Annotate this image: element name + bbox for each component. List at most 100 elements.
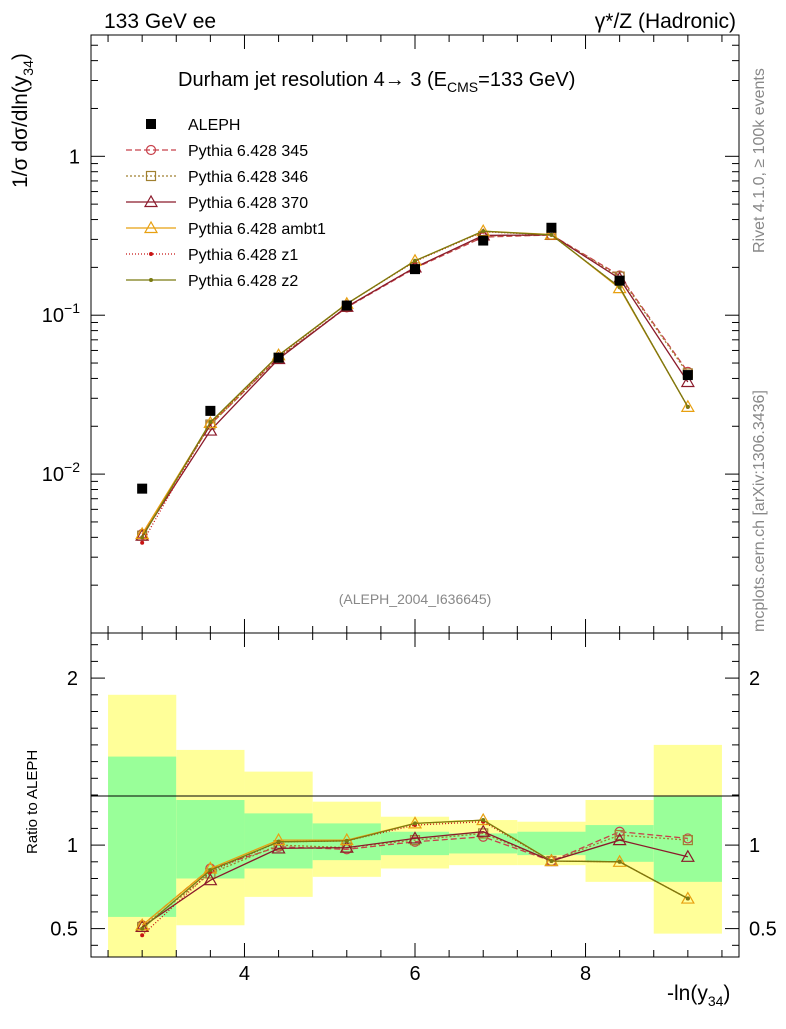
ratio-y-label: Ratio to ALEPH bbox=[24, 750, 41, 854]
legend-marker-4 bbox=[149, 252, 153, 256]
ratio-point-5 bbox=[549, 858, 554, 863]
ratio-point-2 bbox=[271, 841, 286, 854]
ratio-point-2 bbox=[476, 824, 491, 837]
chart-title-main: Durham jet resolution 4→ 3 (E bbox=[178, 69, 447, 91]
x-axis-label: -ln(y34) bbox=[667, 982, 730, 1009]
band-green bbox=[653, 796, 722, 882]
ratio-point-5 bbox=[140, 926, 145, 931]
ratio-y-tick-label-right: 1 bbox=[749, 835, 760, 857]
y-axis-label-tail: ) bbox=[9, 53, 32, 60]
y-tick-label-base: 10 bbox=[42, 464, 64, 486]
analysis-watermark: (ALEPH_2004_I636645) bbox=[339, 591, 492, 607]
series-point-4 bbox=[140, 540, 145, 545]
band-green bbox=[517, 831, 586, 856]
series-point-3 bbox=[612, 280, 627, 294]
rivet-label: Rivet 4.1.0, ≥ 100k events bbox=[751, 68, 768, 253]
y-axis-label-main: 1/σ dσ/dln(y bbox=[9, 75, 32, 188]
band-green bbox=[108, 756, 177, 917]
ratio-point-3 bbox=[680, 891, 695, 904]
ratio-line-1 bbox=[141, 832, 688, 928]
legend-marker-2 bbox=[143, 194, 159, 208]
mcplots-label: mcplots.cern.ch [arXiv:1306.3436] bbox=[751, 390, 768, 632]
y-tick-label-base: 1 bbox=[69, 146, 80, 168]
x-axis-label-sub: 34 bbox=[708, 993, 724, 1009]
aleph-point bbox=[273, 352, 284, 363]
aleph-point bbox=[614, 275, 625, 286]
y-tick-label-base: 10 bbox=[42, 305, 64, 327]
series-point-3 bbox=[203, 415, 218, 429]
ratio-point-1 bbox=[682, 834, 693, 846]
series-point-2 bbox=[203, 423, 218, 436]
legend-label-2: Pythia 6.428 370 bbox=[188, 195, 308, 212]
ratio-point-3 bbox=[612, 854, 627, 867]
aleph-point bbox=[546, 222, 557, 233]
main-panel: 110−110−2 bbox=[42, 34, 740, 634]
series-point-3 bbox=[544, 227, 559, 240]
ratio-frame bbox=[90, 632, 740, 958]
ratio-point-2 bbox=[203, 872, 218, 886]
ratio-point-5 bbox=[344, 838, 349, 843]
ratio-point-5 bbox=[208, 868, 213, 873]
series-point-2 bbox=[135, 528, 150, 541]
header-left: 133 GeV ee bbox=[104, 10, 216, 33]
series-point-5 bbox=[481, 229, 486, 234]
header-right: γ*/Z (Hadronic) bbox=[595, 10, 736, 33]
legend-marker-1 bbox=[145, 170, 157, 182]
x-axis-label-tail: ) bbox=[723, 982, 730, 1005]
y-tick-label-exp: −2 bbox=[64, 459, 80, 475]
legend-label-5: Pythia 6.428 z2 bbox=[188, 273, 298, 290]
ratio-point-4 bbox=[140, 933, 145, 938]
ratio-point-3 bbox=[544, 853, 559, 867]
series-point-5 bbox=[140, 535, 145, 540]
ratio-point-3 bbox=[339, 832, 354, 846]
ratio-axes: 4 6 8 0.5 0.5 1 1 2 2 bbox=[50, 633, 777, 985]
y-axis-label: 1/σ dσ/dln(y34) bbox=[9, 53, 36, 188]
aleph-point bbox=[478, 235, 489, 246]
y-tick-label: 1 bbox=[69, 146, 80, 168]
series-point-5 bbox=[617, 285, 622, 290]
series-point-2 bbox=[680, 374, 695, 388]
legend-label-1: Pythia 6.428 346 bbox=[188, 169, 308, 186]
ratio-point-5 bbox=[685, 896, 690, 901]
ratio-point-2 bbox=[680, 849, 695, 862]
legend-label-aleph: ALEPH bbox=[188, 117, 240, 134]
x-tick-label: 4 bbox=[239, 963, 250, 985]
y-axis-label-sub: 34 bbox=[20, 60, 36, 76]
legend-marker-3 bbox=[143, 220, 159, 234]
chart-title: Durham jet resolution 4→ 3 (ECMS=133 GeV… bbox=[178, 69, 575, 95]
legend-label-0: Pythia 6.428 345 bbox=[188, 143, 308, 160]
aleph-point bbox=[205, 405, 216, 416]
ratio-point-3 bbox=[271, 832, 286, 846]
ratio-point-5 bbox=[481, 818, 486, 823]
ratio-point-5 bbox=[276, 839, 281, 844]
x-axis-label-main: -ln(y bbox=[667, 982, 708, 1005]
aleph-point bbox=[137, 483, 148, 494]
ratio-y-tick-label-left: 2 bbox=[67, 668, 78, 690]
ratio-y-tick-label-left: 0.5 bbox=[50, 919, 78, 941]
aleph-point bbox=[410, 264, 420, 275]
ratio-point-2 bbox=[339, 840, 354, 853]
legend-label-3: Pythia 6.428 ambt1 bbox=[188, 221, 326, 238]
band-green bbox=[176, 800, 245, 879]
x-tick-label: 6 bbox=[409, 963, 420, 985]
series-point-5 bbox=[413, 258, 417, 263]
ratio-y-tick-label-left: 1 bbox=[67, 835, 78, 857]
ratio-point-3 bbox=[476, 812, 491, 826]
y-tick-label: 10−1 bbox=[42, 300, 80, 327]
ratio-y-tick-label-right: 2 bbox=[749, 668, 760, 690]
legend: ALEPH Pythia 6.428 345 Pythia 6.428 346 Pyt… bbox=[126, 117, 326, 290]
ratio-point-2 bbox=[612, 832, 627, 846]
aleph-point bbox=[682, 370, 693, 381]
legend-marker-5 bbox=[149, 278, 153, 282]
y-tick-label-exp: −1 bbox=[64, 300, 80, 316]
ratio-panel: 4 6 8 0.5 0.5 1 1 2 2 bbox=[50, 632, 777, 985]
main-axes: 110−110−2 bbox=[42, 35, 739, 634]
ratio-point-5 bbox=[617, 859, 622, 864]
ratio-line-2 bbox=[141, 831, 688, 928]
data-points bbox=[137, 222, 693, 494]
ratio-bands bbox=[108, 694, 722, 957]
y-tick-label: 10−2 bbox=[42, 459, 80, 486]
series-point-5 bbox=[549, 232, 554, 237]
legend-marker-0 bbox=[145, 144, 157, 156]
